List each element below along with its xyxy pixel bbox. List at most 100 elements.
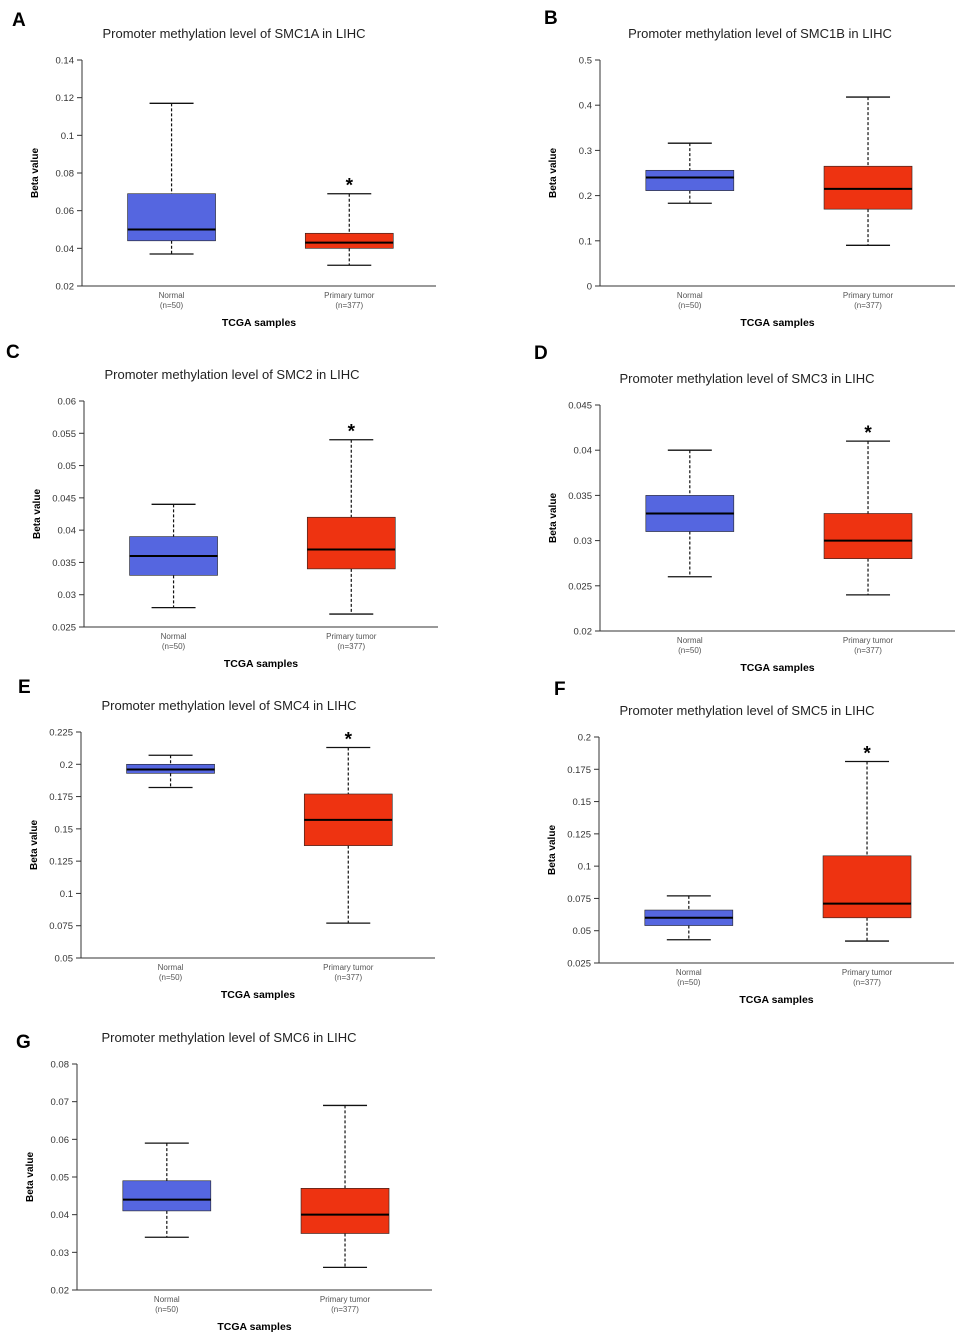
- panel-d-ylabel: Beta value: [548, 493, 559, 543]
- panel-b-tumor-n-label: (n=377): [854, 301, 882, 310]
- panel-d-tumor-significance-star: *: [864, 423, 872, 444]
- panel-e-ytick-label-5: 0.175: [49, 792, 73, 803]
- panel-c-letter: C: [6, 342, 20, 363]
- panel-f-letter: F: [554, 679, 566, 700]
- panel-d-ytick-label-3: 0.035: [568, 491, 592, 502]
- panel-d-ytick-label-2: 0.03: [574, 536, 593, 547]
- panel-g-ytick-label-5: 0.07: [51, 1097, 70, 1108]
- panel-b-ytick-label-1: 0.1: [579, 236, 592, 247]
- panel-e-tumor-label: Primary tumor: [323, 963, 374, 972]
- panel-g-tumor-n-label: (n=377): [331, 1305, 359, 1314]
- panel-f-tumor-significance-star: *: [863, 744, 871, 765]
- panel-d-normal-label: Normal: [677, 636, 703, 645]
- panel-c-ytick-label-2: 0.035: [52, 558, 76, 569]
- panel-f-ytick-label-0: 0.025: [567, 959, 591, 970]
- panel-f-normal-n-label: (n=50): [677, 978, 701, 987]
- panel-b-ytick-label-0: 0: [587, 282, 592, 293]
- panel-g-xlabel: TCGA samples: [217, 1321, 291, 1333]
- panel-g-ytick-label-3: 0.05: [51, 1173, 70, 1184]
- panel-d-tumor-box: [823, 513, 913, 559]
- panel-g-ytick-label-4: 0.06: [51, 1135, 70, 1146]
- panel-a-normal-box: [127, 193, 216, 242]
- panel-e-letter: E: [18, 677, 31, 698]
- panel-a-letter: A: [12, 10, 26, 31]
- panel-c-title: Promoter methylation level of SMC2 in LI…: [104, 367, 359, 382]
- panel-b-normal-label: Normal: [677, 291, 703, 300]
- panel-g-tumor-box: [300, 1188, 390, 1234]
- panel-e: E Promoter methylation level of SMC4 in L…: [18, 677, 435, 1001]
- panel-g-ytick-label-0: 0.02: [51, 1286, 70, 1297]
- panel-g-tumor-label: Primary tumor: [320, 1295, 371, 1304]
- panel-a-ytick-label-2: 0.06: [56, 206, 75, 217]
- panel-e-ytick-label-6: 0.2: [60, 760, 73, 771]
- panel-a-title: Promoter methylation level of SMC1A in L…: [103, 26, 366, 41]
- panel-a-ytick-label-1: 0.04: [56, 244, 75, 255]
- panel-g: G Promoter methylation level of SMC6 in L…: [16, 1030, 432, 1333]
- panel-d-tumor-n-label: (n=377): [854, 646, 882, 655]
- panel-g-normal-box: [122, 1180, 212, 1212]
- panel-g-normal-n-label: (n=50): [155, 1305, 179, 1314]
- panel-a-tumor-n-label: (n=377): [335, 301, 363, 310]
- panel-f-tumor-box: [822, 855, 912, 919]
- panel-a-ytick-label-4: 0.1: [61, 131, 74, 142]
- panel-c-xlabel: TCGA samples: [224, 658, 298, 670]
- panel-f-ytick-label-3: 0.1: [578, 862, 591, 873]
- panel-c: C Promoter methylation level of SMC2 in L…: [6, 342, 438, 670]
- panel-d-title: Promoter methylation level of SMC3 in LI…: [619, 371, 874, 386]
- panel-c-tumor-n-label: (n=377): [337, 642, 365, 651]
- panel-b-tumor-box: [823, 165, 913, 210]
- panel-a-tumor-significance-star: *: [346, 176, 354, 197]
- panel-a-ytick-label-5: 0.12: [56, 93, 75, 104]
- panel-f-xlabel: TCGA samples: [739, 994, 813, 1006]
- panel-b: B Promoter methylation level of SMC1B in …: [544, 8, 955, 329]
- panel-f-tumor-label: Primary tumor: [842, 968, 893, 977]
- panel-e-ytick-label-4: 0.15: [55, 824, 74, 835]
- panel-b-ytick-label-3: 0.3: [579, 146, 592, 157]
- panel-a-ytick-label-3: 0.08: [56, 169, 75, 180]
- panel-c-ytick-label-0: 0.025: [52, 623, 76, 634]
- panel-b-title: Promoter methylation level of SMC1B in L…: [628, 26, 892, 41]
- panel-c-ytick-label-5: 0.05: [58, 461, 77, 472]
- panel-d-xlabel: TCGA samples: [740, 662, 814, 674]
- panel-a-ytick-label-6: 0.14: [56, 56, 75, 67]
- panel-b-normal-box: [645, 169, 735, 191]
- panel-e-ylabel: Beta value: [29, 820, 40, 870]
- panel-f: F Promoter methylation level of SMC5 in L…: [547, 679, 954, 1006]
- panel-f-tumor-n-label: (n=377): [853, 978, 881, 987]
- panel-a-tumor-box: [304, 232, 394, 249]
- panel-b-xlabel: TCGA samples: [740, 317, 814, 329]
- panel-b-ytick-label-4: 0.4: [579, 101, 592, 112]
- panel-a-xlabel: TCGA samples: [222, 317, 296, 329]
- panel-a-ytick-label-0: 0.02: [56, 282, 75, 293]
- panel-e-normal-label: Normal: [158, 963, 184, 972]
- panel-a-ylabel: Beta value: [30, 148, 41, 198]
- panel-g-normal-label: Normal: [154, 1295, 180, 1304]
- panel-a: A Promoter methylation level of SMC1A in …: [12, 10, 436, 329]
- panel-b-letter: B: [544, 8, 558, 29]
- panel-e-tumor-n-label: (n=377): [334, 973, 362, 982]
- panel-g-letter: G: [16, 1032, 31, 1053]
- panel-d-normal-n-label: (n=50): [678, 646, 702, 655]
- panel-d-tumor-label: Primary tumor: [843, 636, 894, 645]
- panel-e-tumor-significance-star: *: [345, 729, 353, 750]
- panel-f-title: Promoter methylation level of SMC5 in LI…: [619, 703, 874, 718]
- panel-d-ytick-label-1: 0.025: [568, 581, 592, 592]
- panel-e-ytick-label-3: 0.125: [49, 857, 73, 868]
- panel-c-ytick-label-6: 0.055: [52, 429, 76, 440]
- panel-d-ytick-label-5: 0.045: [568, 401, 592, 412]
- panel-f-ytick-label-2: 0.075: [567, 894, 591, 905]
- panel-f-ytick-label-6: 0.175: [567, 765, 591, 776]
- panel-f-ytick-label-4: 0.125: [567, 829, 591, 840]
- panel-f-ytick-label-1: 0.05: [573, 926, 592, 937]
- panel-b-ylabel: Beta value: [548, 148, 559, 198]
- panel-c-normal-label: Normal: [161, 632, 187, 641]
- panel-c-ytick-label-1: 0.03: [58, 590, 77, 601]
- panel-g-ytick-label-1: 0.03: [51, 1248, 70, 1259]
- panel-e-normal-n-label: (n=50): [159, 973, 183, 982]
- panel-c-ytick-label-3: 0.04: [58, 526, 77, 537]
- panel-e-ytick-label-2: 0.1: [60, 889, 73, 900]
- panel-d: D Promoter methylation level of SMC3 in L…: [534, 343, 955, 674]
- panel-a-normal-n-label: (n=50): [160, 301, 184, 310]
- panel-e-ytick-label-7: 0.225: [49, 728, 73, 739]
